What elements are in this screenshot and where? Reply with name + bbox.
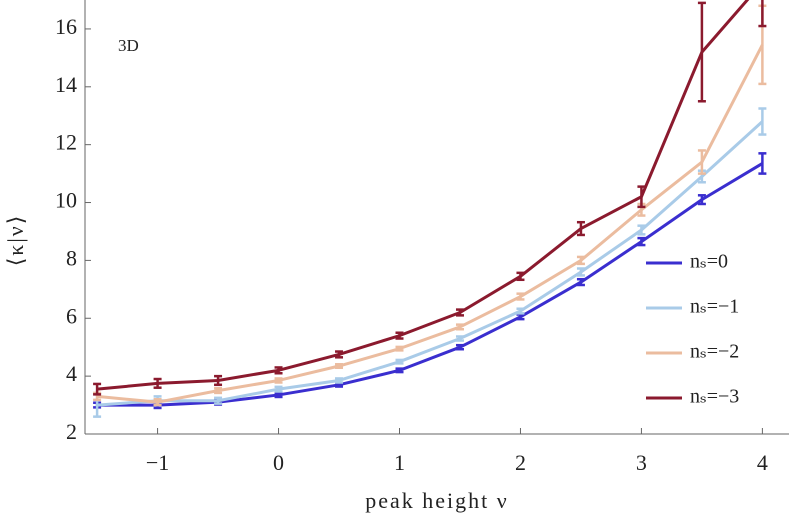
error-bar	[335, 363, 344, 369]
error-bar	[214, 387, 223, 395]
y-tick-label: 8	[66, 245, 77, 270]
y-tick-label: 12	[55, 130, 77, 155]
error-bar	[516, 307, 525, 315]
y-tick-label: 6	[66, 303, 77, 328]
y-tick-label: 4	[66, 361, 77, 386]
error-bar	[153, 398, 162, 407]
error-bar	[274, 366, 283, 375]
error-bar	[93, 382, 102, 396]
error-bar	[214, 374, 223, 387]
error-bar	[455, 323, 464, 331]
error-bar	[758, 152, 767, 175]
error-bar	[455, 343, 464, 351]
x-tick-label: 2	[515, 450, 526, 475]
error-bar	[637, 185, 646, 209]
error-bar	[576, 255, 585, 266]
y-tick-label: 2	[66, 419, 77, 444]
x-tick-label: −1	[146, 450, 169, 475]
error-bar	[516, 271, 525, 282]
legend-text: nₛ=0	[690, 251, 728, 273]
error-bar	[274, 391, 283, 399]
error-bar	[395, 331, 404, 340]
error-bar	[395, 367, 404, 374]
error-bar	[637, 236, 646, 247]
error-bar	[455, 335, 464, 342]
error-bar	[335, 377, 344, 384]
error-bar	[153, 377, 162, 389]
error-bar	[455, 308, 464, 317]
x-tick-label: 1	[394, 450, 405, 475]
error-bar	[758, 107, 767, 136]
y-axis-label: ⟨κ|ν⟩	[3, 214, 28, 267]
error-bar	[697, 194, 706, 206]
series-line	[96, 44, 764, 404]
error-bar	[576, 220, 585, 237]
error-bar	[335, 350, 344, 359]
error-bar	[697, 149, 706, 175]
error-bar	[395, 345, 404, 352]
error-bar	[758, 0, 767, 28]
error-bar	[274, 377, 283, 384]
series-line	[96, 120, 764, 407]
legend-text: nₛ=−2	[690, 341, 739, 363]
x-tick-label: 3	[636, 450, 647, 475]
plot-area	[93, 0, 767, 418]
error-bar	[395, 358, 404, 365]
series-line	[96, 0, 750, 391]
x-tick-label: 0	[273, 450, 284, 475]
error-bar	[576, 267, 585, 277]
y-tick-label: 10	[55, 188, 77, 213]
error-bar	[576, 277, 585, 287]
error-bar	[637, 224, 646, 236]
legend-text: nₛ=−1	[690, 296, 739, 318]
series-line	[97, 162, 764, 407]
x-tick-label: 4	[757, 450, 768, 475]
y-tick-label: 16	[55, 14, 77, 39]
x-axis-label: peak height ν	[365, 488, 508, 513]
legend-text: nₛ=−3	[690, 386, 739, 408]
error-bar	[697, 1, 706, 103]
error-bar	[214, 396, 223, 405]
error-bar	[516, 292, 525, 301]
annotation: 3D	[118, 36, 139, 55]
y-tick-label: 14	[55, 72, 77, 97]
error-bar	[274, 385, 283, 393]
